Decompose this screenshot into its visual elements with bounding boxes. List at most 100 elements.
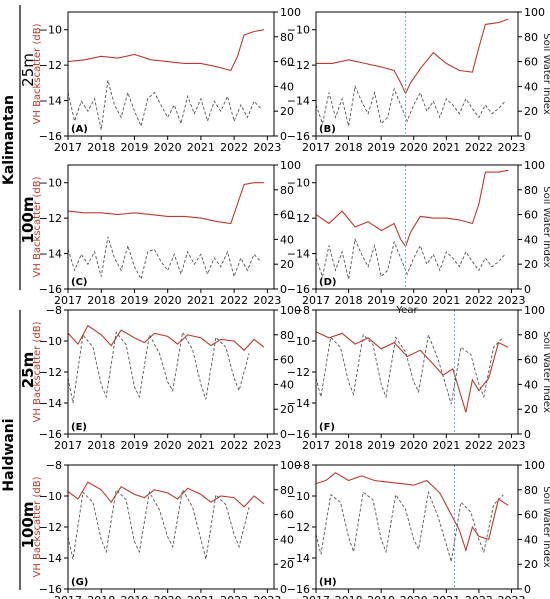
y-tick-label: −16 [39, 428, 62, 441]
y2-tick-label: 0 [524, 130, 531, 143]
x-tick-label: 2022 [465, 141, 493, 154]
panel-label: (C) [71, 277, 87, 288]
plot-frame [68, 465, 274, 589]
panel-e: 2017 2018 2019 2020 2021 2022 2023−16−14−12−10… [32, 304, 301, 452]
panel-label: (F) [319, 422, 335, 433]
soil-water-index-line [68, 237, 261, 279]
vh-backscatter-line [68, 30, 264, 71]
y2-tick-label: 40 [280, 233, 294, 246]
x-tick-label: 2019 [120, 439, 148, 452]
y2-tick-label: 20 [524, 403, 538, 416]
y2-tick-label: 100 [524, 159, 545, 172]
vh-backscatter-line [68, 183, 264, 224]
x-tick-label: 2022 [220, 141, 248, 154]
x-tick-label: 2021 [187, 294, 215, 307]
y2-tick-label: 0 [524, 428, 531, 441]
y-tick-label: −10 [287, 490, 310, 503]
y-tick-label: −16 [287, 583, 310, 596]
y-tick-label: −12 [287, 366, 310, 379]
y2-tick-label: 60 [280, 509, 294, 522]
x-tick-label: 2022 [465, 594, 493, 599]
y-axis-label: VH Backscatter (dB) [32, 321, 43, 422]
panel-label: (H) [319, 577, 337, 588]
x-tick-label: 2020 [154, 141, 182, 154]
y-tick-label: −8 [46, 304, 62, 317]
y-tick-label: −16 [39, 583, 62, 596]
plot-frame [316, 310, 518, 434]
panel-label: (B) [319, 124, 336, 135]
x-tick-label: 2018 [87, 294, 115, 307]
x-tick-label: 2018 [335, 141, 363, 154]
x-tick-label: 2018 [87, 141, 115, 154]
panels: 2017 2018 2019 2020 2021 2022 2023−16−14−12−10… [32, 6, 550, 599]
x-tick-label: 2018 [335, 439, 363, 452]
y2-tick-label: 100 [524, 459, 545, 472]
y-tick-label: −10 [287, 177, 310, 190]
x-tick-label: 2021 [187, 439, 215, 452]
x-tick-label: 2021 [187, 594, 215, 599]
plot-frame [68, 165, 274, 289]
y2-tick-label: 0 [524, 283, 531, 296]
y-tick-label: −12 [287, 521, 310, 534]
x-tick-label: 2023 [497, 594, 525, 599]
y2-axis-label: Soil Water Index [541, 33, 550, 115]
x-tick-label: 2021 [187, 141, 215, 154]
site-label-haldwani: Haldwani [1, 418, 17, 491]
y-tick-label: −14 [287, 397, 310, 410]
panel-d: 2017 2018 2019 2020 2021 2022 2023−16−14−12−10… [287, 159, 550, 316]
x-tick-label: 2018 [335, 594, 363, 599]
y2-tick-label: 80 [524, 329, 538, 342]
x-tick-label: 2022 [220, 294, 248, 307]
y2-tick-label: 100 [280, 159, 301, 172]
x-tick-label: 2023 [497, 141, 525, 154]
x-tick-label: 2022 [220, 594, 248, 599]
y2-axis-label: Soil Water Index [541, 186, 550, 268]
y2-tick-label: 60 [524, 354, 538, 367]
vh-backscatter-line [68, 482, 264, 507]
panel-g: 2017 2018 2019 2020 2021 2022 2023 −16 −14 −12 −10… [32, 459, 301, 599]
y2-tick-label: 80 [524, 484, 538, 497]
soil-water-index-line [68, 80, 261, 130]
y-tick-label: −16 [39, 283, 62, 296]
y-tick-label: −10 [287, 24, 310, 37]
x-tick-label: 2022 [465, 439, 493, 452]
x-tick-label: 2023 [253, 594, 281, 599]
panel-label: (G) [71, 577, 88, 588]
y2-tick-label: 60 [524, 509, 538, 522]
panel-c: 2017 2018 2019 2020 2021 2022 2023 −16 −14 −12 −10… [32, 159, 301, 307]
x-tick-label: 2018 [335, 294, 363, 307]
y2-tick-label: 40 [524, 233, 538, 246]
x-tick-label: 2018 [87, 439, 115, 452]
y-tick-label: −16 [287, 283, 310, 296]
y2-tick-label: 80 [524, 184, 538, 197]
y2-axis-label: Soil Water Index [541, 486, 550, 568]
x-tick-label: 2020 [400, 594, 428, 599]
y2-tick-label: 100 [524, 6, 545, 19]
x-tick-label: 2022 [220, 439, 248, 452]
y-tick-label: −8 [294, 304, 310, 317]
x-tick-label: 2021 [432, 594, 460, 599]
y2-tick-label: 0 [524, 583, 531, 596]
vh-backscatter-line [316, 170, 508, 246]
y2-tick-label: 20 [524, 558, 538, 571]
vh-backscatter-line [68, 326, 264, 351]
x-tick-label: 2021 [432, 294, 460, 307]
x-tick-label: 2019 [120, 594, 148, 599]
y-tick-label: −16 [287, 130, 310, 143]
x-tick-label: 2019 [120, 141, 148, 154]
vh-backscatter-line [316, 473, 508, 551]
y-tick-label: −14 [287, 95, 310, 108]
y2-tick-label: 60 [524, 56, 538, 69]
y-axis-label: VH Backscatter (dB) [32, 176, 43, 277]
x-tick-label: 2019 [367, 594, 395, 599]
y2-tick-label: 40 [280, 80, 294, 93]
soil-water-index-line [68, 490, 249, 559]
y2-tick-label: 40 [524, 80, 538, 93]
site-label-kalimantan: Kalimantan [1, 95, 17, 185]
panel-b: 2017 2018 2019 2020 2021 2022 2023 −16 −14 −12 −10… [287, 6, 550, 154]
y-tick-label: −12 [287, 212, 310, 225]
y2-tick-label: 80 [524, 31, 538, 44]
y-axis-label: VH Backscatter (dB) [32, 23, 43, 124]
soil-water-index-line [316, 239, 505, 279]
